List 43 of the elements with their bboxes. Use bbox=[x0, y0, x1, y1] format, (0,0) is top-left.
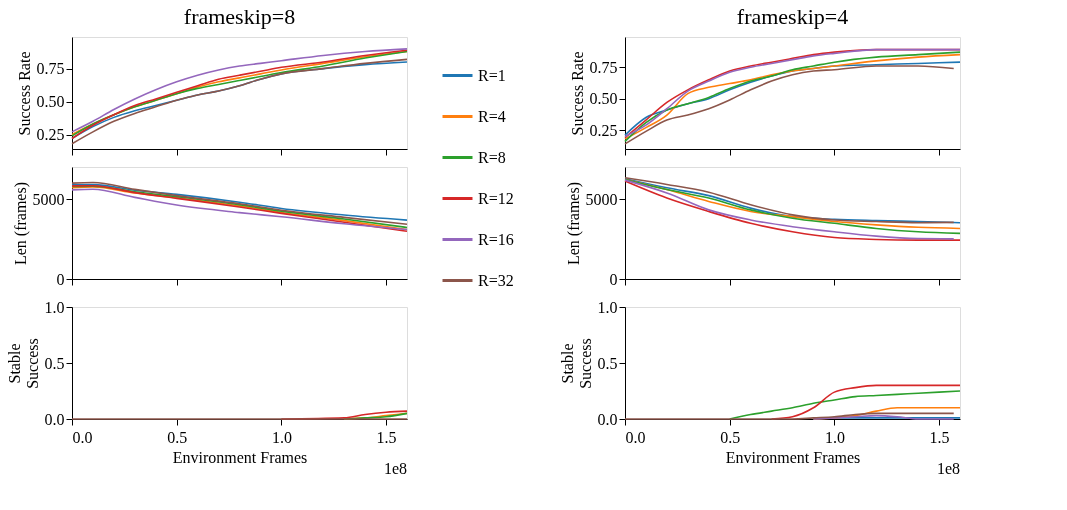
y-tick-label: 0.75 bbox=[589, 58, 618, 76]
legend-label: R=4 bbox=[478, 107, 506, 125]
y-tick-label: 0.25 bbox=[589, 121, 618, 139]
y-axis-title: Stable Success bbox=[558, 338, 594, 389]
legend-label: R=8 bbox=[478, 148, 506, 166]
y-tick-label: 0.0 bbox=[597, 410, 618, 428]
y-axis-title: Success Rate bbox=[568, 51, 586, 136]
y-tick-label: 0 bbox=[56, 270, 65, 288]
text: 1e8 bbox=[383, 460, 407, 477]
y-tick-label: 1.0 bbox=[44, 298, 65, 316]
x-tick-label: 1.5 bbox=[376, 428, 397, 446]
chart-title: frameskip=8 bbox=[183, 4, 296, 29]
y-tick-label: 0.50 bbox=[36, 93, 65, 111]
y-tick-label: 5000 bbox=[585, 190, 618, 208]
y-tick-label: 0 bbox=[609, 270, 618, 288]
legend-label: R=16 bbox=[478, 230, 514, 248]
y-axis-title: Len (frames) bbox=[11, 181, 30, 266]
chart-title: frameskip=4 bbox=[736, 4, 849, 29]
y-tick-label: 0.25 bbox=[36, 126, 65, 144]
x-axis-title: Environment Frames bbox=[172, 448, 308, 466]
y-tick-label: 0.0 bbox=[44, 410, 65, 428]
text: 1e8 bbox=[936, 460, 960, 477]
y-axis-title: Len (frames) bbox=[564, 181, 583, 266]
y-axis-title: Success Rate bbox=[15, 51, 33, 136]
y-tick-label: 1.0 bbox=[597, 298, 618, 316]
y-tick-label: 0.5 bbox=[597, 354, 618, 372]
x-tick-label: 0.0 bbox=[625, 428, 646, 446]
x-tick-label: 0.5 bbox=[720, 428, 741, 446]
y-tick-label: 5000 bbox=[32, 190, 65, 208]
x-tick-label: 0.0 bbox=[72, 428, 93, 446]
x-tick-label: 0.5 bbox=[167, 428, 188, 446]
y-tick-label: 0.5 bbox=[44, 354, 65, 372]
y-axis-title: Stable Success bbox=[5, 338, 41, 389]
x-tick-label: 1.5 bbox=[929, 428, 950, 446]
x-tick-label: 1.0 bbox=[271, 428, 292, 446]
x-axis-title: Environment Frames bbox=[725, 448, 861, 466]
legend-label: R=1 bbox=[478, 66, 506, 84]
legend-label: R=32 bbox=[478, 271, 514, 289]
line-series bbox=[624, 65, 955, 145]
x-tick-label: 1.0 bbox=[824, 428, 845, 446]
y-tick-label: 0.50 bbox=[589, 90, 618, 108]
legend-label: R=12 bbox=[478, 189, 514, 207]
y-tick-label: 0.75 bbox=[36, 60, 65, 78]
